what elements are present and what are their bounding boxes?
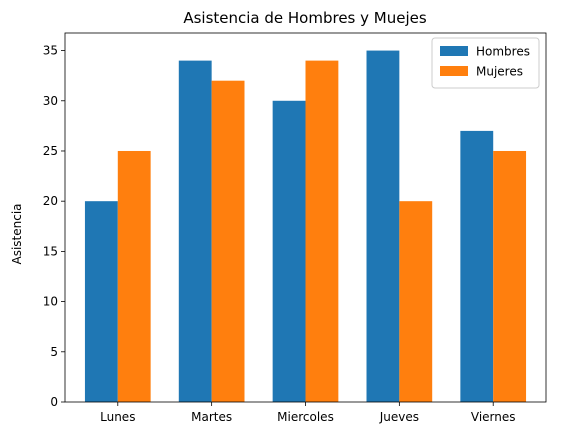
y-tick-label: 15 xyxy=(43,244,58,258)
bars-group xyxy=(84,50,527,403)
x-tick-label: Lunes xyxy=(100,410,135,424)
bar-hombres-martes xyxy=(178,60,212,402)
y-axis-ticks: 0 5 10 15 20 25 30 35 xyxy=(43,44,65,409)
bar-mujeres-jueves xyxy=(399,201,433,402)
bar-hombres-jueves xyxy=(366,50,400,402)
bar-hombres-miercoles xyxy=(272,100,306,402)
y-tick-label: 0 xyxy=(50,395,58,409)
y-tick-label: 5 xyxy=(50,345,58,359)
y-axis-label: Asistencia xyxy=(10,203,24,264)
x-tick-label: Miercoles xyxy=(277,410,334,424)
x-tick-label: Jueves xyxy=(379,410,419,424)
bar-hombres-viernes xyxy=(460,130,494,403)
chart-title: Asistencia de Hombres y Muejes xyxy=(183,9,427,27)
bar-hombres-lunes xyxy=(84,201,118,402)
y-tick-label: 20 xyxy=(43,194,58,208)
y-tick-label: 10 xyxy=(43,295,58,309)
y-tick-label: 35 xyxy=(43,44,58,58)
y-tick-label: 25 xyxy=(43,144,58,158)
legend-swatch-mujeres xyxy=(440,66,468,76)
plot-frame xyxy=(64,32,547,403)
legend-label-mujeres: Mujeres xyxy=(476,65,523,79)
bar-mujeres-miercoles xyxy=(305,60,339,402)
legend-label-hombres: Hombres xyxy=(476,45,530,59)
x-axis-ticks: Lunes Martes Miercoles Jueves Viernes xyxy=(100,402,516,424)
x-tick-label: Viernes xyxy=(471,410,516,424)
bar-mujeres-viernes xyxy=(493,150,527,402)
x-tick-label: Martes xyxy=(191,410,232,424)
bar-mujeres-lunes xyxy=(117,150,151,402)
bar-mujeres-martes xyxy=(211,80,245,402)
legend-swatch-hombres xyxy=(440,46,468,56)
y-tick-label: 30 xyxy=(43,94,58,108)
legend: Hombres Mujeres xyxy=(431,37,540,89)
